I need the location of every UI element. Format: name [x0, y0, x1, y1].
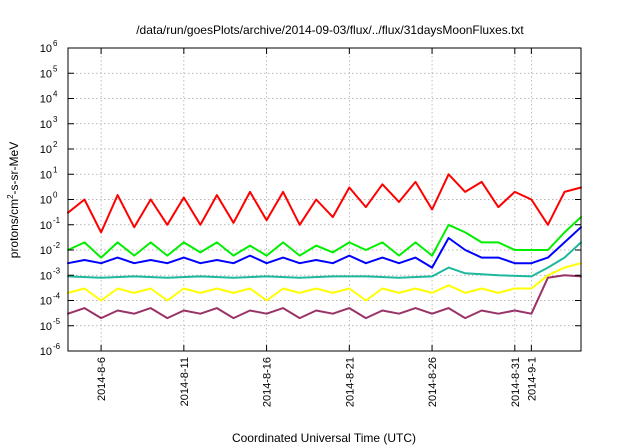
x-tick-label: 2014-8-16	[262, 357, 274, 407]
y-tick-exp-wrap: 2	[53, 140, 58, 149]
grid	[68, 48, 581, 351]
y-tick-base: 10	[40, 296, 52, 308]
series-line-5	[67, 262, 582, 302]
y-tick-base: 10	[40, 270, 52, 282]
y-tick-base: 10	[40, 94, 52, 106]
y-tick-label: 10	[40, 94, 52, 106]
y-tick-label: 10	[40, 195, 52, 207]
series-line-6	[67, 274, 582, 320]
y-tick-exponent: 0	[53, 191, 58, 200]
y-tick-exponent: 4	[53, 90, 58, 99]
y-axis-label-superscript: 2	[6, 194, 15, 199]
y-tick-exp-wrap: -2	[53, 241, 61, 250]
y-tick-exponent: -1	[53, 216, 61, 225]
y-tick-label: 10	[40, 296, 52, 308]
y-tick-label: 10	[40, 144, 52, 156]
y-tick-base: 10	[40, 119, 52, 131]
series-line-4	[67, 241, 582, 279]
x-tick-label: 2014-8-26	[427, 357, 439, 407]
y-tick-base: 10	[40, 321, 52, 333]
y-tick-exp-wrap: 3	[53, 115, 58, 124]
y-tick-exponent: 1	[53, 165, 58, 174]
y-tick-base: 10	[40, 346, 52, 358]
y-axis-ticks: 10 -610 -510 -410 -310 -210 -110 010 110 210 310 41…	[40, 39, 581, 358]
y-tick-label: 10	[40, 245, 52, 257]
y-axis-label: protons/cm2-s-sr-MeV	[6, 142, 21, 258]
y-tick-base: 10	[40, 195, 52, 207]
x-tick-label: 2014-9-1	[526, 357, 538, 401]
y-tick-exponent: -2	[53, 241, 61, 250]
y-tick-label: 10	[40, 321, 52, 333]
x-tick-label: 2014-8-31	[510, 357, 522, 407]
y-tick-exp-wrap: 0	[53, 191, 58, 200]
y-tick-label: 10	[40, 169, 52, 181]
y-tick-label: 10	[40, 346, 52, 358]
series-line-1	[67, 173, 582, 234]
y-tick-exp-wrap: -4	[53, 292, 61, 301]
x-tick-label: 2014-8-6	[96, 357, 108, 401]
y-axis-label-main: protons/cm	[7, 199, 21, 258]
y-tick-label: 10	[40, 43, 52, 55]
y-tick-exp-wrap: 5	[53, 64, 58, 73]
y-tick-base: 10	[40, 144, 52, 156]
y-tick-exponent: 2	[53, 140, 58, 149]
x-axis-ticks: 2014-8-6 2014-8-11 2014-8-16 2014-8-21 2014-…	[96, 48, 538, 407]
series-line-2	[67, 216, 582, 259]
y-tick-base: 10	[40, 245, 52, 257]
y-tick-base: 10	[40, 220, 52, 232]
y-axis-label-units: -s-sr-MeV	[7, 142, 21, 195]
y-tick-exponent: 5	[53, 64, 58, 73]
y-tick-exp-wrap: -6	[53, 342, 61, 351]
y-tick-label: 10	[40, 68, 52, 80]
y-tick-base: 10	[40, 68, 52, 80]
chart-title: /data/run/goesPlots/archive/2014-09-03/f…	[136, 23, 524, 37]
y-tick-exp-wrap: 4	[53, 90, 58, 99]
y-tick-base: 10	[40, 43, 52, 55]
y-tick-exp-wrap: -1	[53, 216, 61, 225]
y-tick-label: 10	[40, 119, 52, 131]
y-tick-exp-wrap: 1	[53, 165, 58, 174]
series-line-3	[67, 226, 582, 269]
y-tick-exponent: 3	[53, 115, 58, 124]
y-tick-exponent: -3	[53, 266, 61, 275]
y-tick-exp-wrap: 6	[53, 39, 58, 48]
y-tick-exponent: -4	[53, 292, 61, 301]
y-tick-label: 10	[40, 270, 52, 282]
y-tick-exponent: -5	[53, 317, 61, 326]
x-tick-label: 2014-8-11	[179, 357, 191, 406]
y-tick-base: 10	[40, 169, 52, 181]
x-axis-label: Coordinated Universal Time (UTC)	[232, 431, 416, 445]
y-tick-label: 10	[40, 220, 52, 232]
y-tick-exponent: -6	[53, 342, 61, 351]
x-tick-label: 2014-8-21	[344, 357, 356, 407]
y-tick-exp-wrap: -5	[53, 317, 61, 326]
y-tick-exp-wrap: -3	[53, 266, 61, 275]
y-tick-exponent: 6	[53, 39, 58, 48]
series-group	[67, 173, 582, 320]
